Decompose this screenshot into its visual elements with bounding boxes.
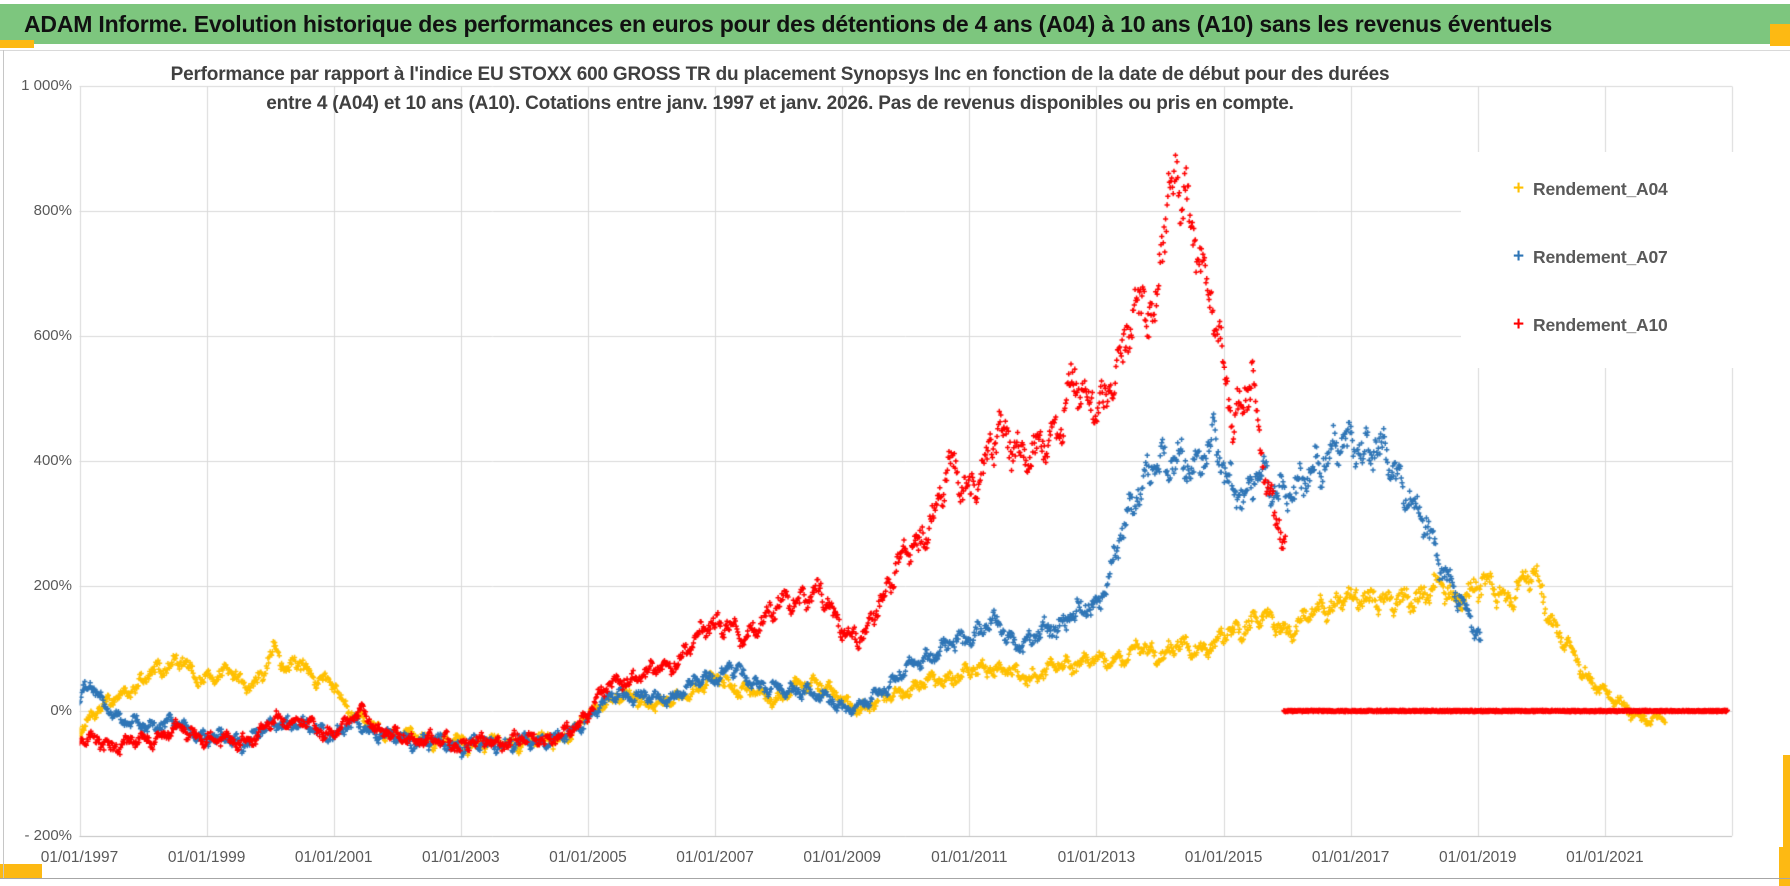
x-tick-label: 01/01/2007 — [676, 849, 754, 866]
plus-marker-icon: + — [1513, 314, 1525, 335]
x-tick-label: 01/01/1999 — [167, 849, 246, 866]
y-tick-label: 200% — [33, 577, 72, 595]
y-tick-label: 600% — [33, 327, 72, 345]
x-tick-label: 01/01/2019 — [1438, 849, 1517, 866]
x-tick-label: 01/01/2013 — [1057, 849, 1136, 866]
legend-item-rendement_a07: + Rendement_A07 — [1513, 245, 1668, 269]
legend-item-rendement_a10: + Rendement_A10 — [1513, 313, 1668, 337]
x-tick-label: 01/01/2017 — [1311, 849, 1390, 866]
legend-label: Rendement_A07 — [1533, 246, 1668, 267]
y-tick-label: 400% — [33, 452, 72, 470]
x-tick-label: 01/01/2011 — [931, 849, 1008, 866]
y-tick-label: 1 000% — [21, 77, 72, 95]
x-tick-label: 01/01/2015 — [1184, 849, 1263, 866]
y-tick-label: 800% — [33, 202, 72, 220]
x-tick-label: 01/01/2003 — [422, 849, 500, 866]
chart-title: Performance par rapport à l'indice EU ST… — [130, 60, 1430, 118]
x-tick-label: 01/01/1997 — [40, 849, 119, 866]
chart-title-line1: Performance par rapport à l'indice EU ST… — [170, 64, 1390, 85]
plus-marker-icon: + — [1513, 246, 1525, 267]
chart-title-line2: entre 4 (A04) et 10 ans (A10). Cotations… — [266, 93, 1294, 114]
legend-label: Rendement_A10 — [1533, 314, 1668, 335]
y-tick-label: - 200% — [24, 826, 72, 844]
plus-marker-icon: + — [1513, 178, 1525, 199]
x-tick-label: 01/01/2001 — [294, 849, 373, 866]
x-tick-label: 01/01/2021 — [1566, 849, 1644, 866]
legend-label: Rendement_A04 — [1533, 178, 1668, 199]
chart-legend: + Rendement_A04 + Rendement_A07 + Rendement_A… — [1461, 152, 1788, 368]
y-tick-label: 0% — [50, 702, 72, 719]
x-tick-label: 01/01/2005 — [549, 849, 627, 866]
x-tick-label: 01/01/2009 — [803, 849, 881, 866]
legend-item-rendement_a04: + Rendement_A04 — [1513, 177, 1668, 201]
